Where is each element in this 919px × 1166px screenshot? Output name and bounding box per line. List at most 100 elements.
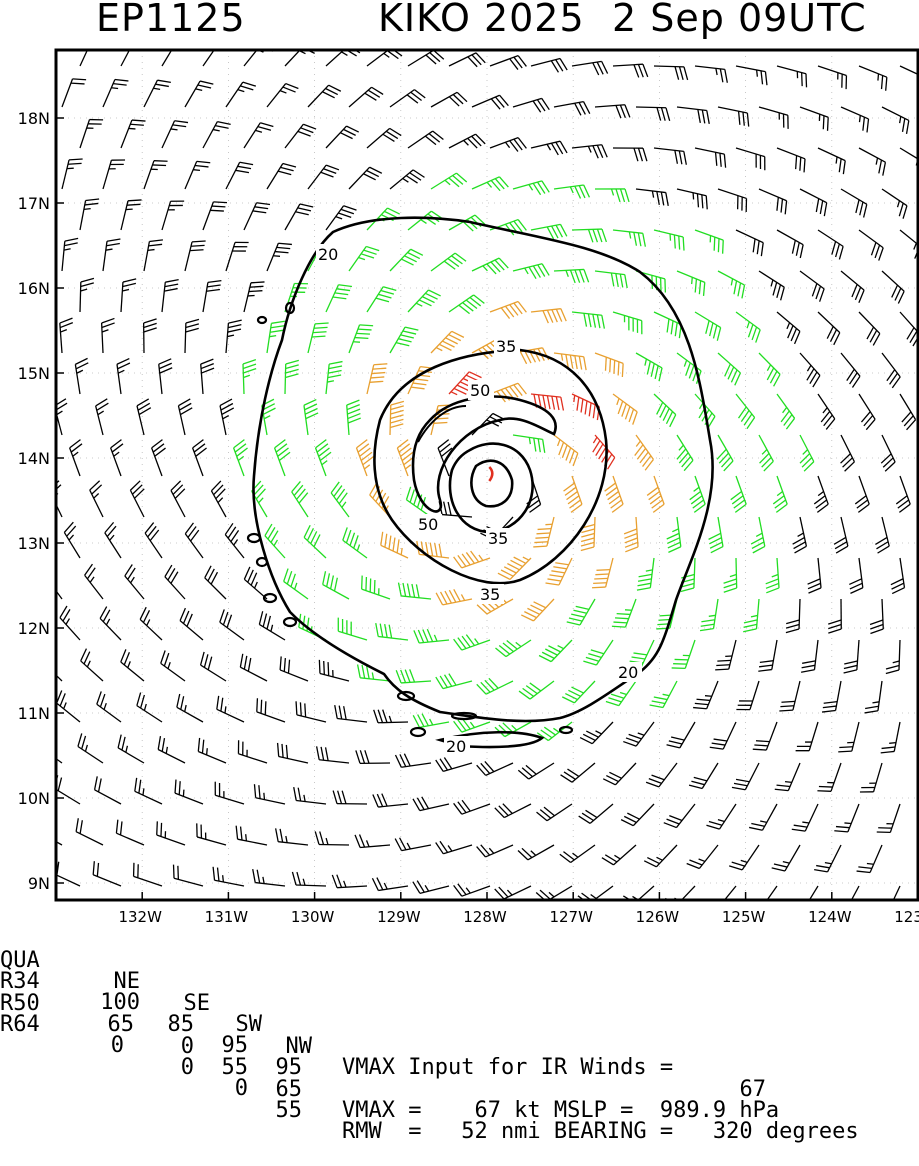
wind-barb bbox=[613, 312, 642, 334]
wind-barb bbox=[709, 517, 723, 553]
wind-barb bbox=[636, 107, 670, 121]
wind-barb bbox=[244, 123, 273, 148]
wind-barb bbox=[76, 818, 103, 845]
wind-barb bbox=[217, 696, 244, 722]
wind-barb bbox=[758, 640, 777, 671]
wind-barb bbox=[695, 66, 727, 83]
wind-barb bbox=[413, 881, 449, 894]
wind-barb bbox=[347, 400, 361, 435]
wind-barb bbox=[125, 565, 144, 599]
wind-barb bbox=[644, 845, 677, 867]
wind-barb bbox=[834, 804, 859, 832]
wind-barb bbox=[595, 105, 630, 118]
wind-barb bbox=[390, 327, 418, 353]
wind-barb bbox=[171, 481, 185, 517]
wind-barb bbox=[308, 323, 329, 353]
table-header-row: QUA NE SE SW NW VMAX Input for IR Winds … bbox=[0, 928, 53, 950]
wind-barb bbox=[373, 794, 408, 807]
wind-barb bbox=[490, 56, 526, 70]
wind-barb bbox=[97, 691, 121, 722]
wind-barb bbox=[777, 66, 807, 87]
wind-barb bbox=[777, 230, 803, 258]
wind-barb bbox=[358, 664, 390, 681]
wind-barb bbox=[554, 185, 589, 199]
wind-barb bbox=[93, 861, 121, 886]
wind-barb bbox=[777, 148, 805, 172]
wind-barb bbox=[201, 652, 226, 681]
wind-barb bbox=[881, 722, 900, 753]
r50-nw: 65 bbox=[258, 1079, 302, 1101]
wind-field-map: 20 20 20 35 35 35 50 50 9N10N11N12N13N14… bbox=[0, 0, 919, 930]
wind-barb bbox=[818, 230, 843, 259]
wind-barb bbox=[882, 353, 900, 388]
wind-barb bbox=[579, 804, 613, 823]
wind-barb bbox=[736, 148, 765, 170]
wind-barb bbox=[900, 66, 919, 92]
wind-barb bbox=[185, 319, 199, 353]
r34-sw: 95 bbox=[204, 1035, 248, 1057]
wind-barb bbox=[408, 211, 443, 230]
contour-label-20: 20 bbox=[618, 663, 638, 682]
wind-barb bbox=[718, 353, 740, 385]
wind-barb bbox=[554, 102, 590, 116]
wind-barb bbox=[849, 558, 863, 593]
wind-barb bbox=[162, 201, 184, 230]
wind-barb bbox=[472, 177, 508, 191]
wind-barb bbox=[414, 629, 449, 643]
vmax-input-value: 67 bbox=[700, 1079, 766, 1101]
wind-barb bbox=[105, 522, 121, 558]
wind-barb bbox=[349, 325, 373, 353]
wind-barb bbox=[257, 698, 285, 722]
wind-barb bbox=[667, 722, 695, 748]
r34-se: 85 bbox=[150, 1014, 194, 1036]
wind-barb bbox=[700, 599, 718, 631]
wind-barb bbox=[900, 148, 919, 177]
wind-barb bbox=[333, 791, 367, 804]
wind-barb bbox=[572, 229, 606, 242]
wind-barb bbox=[531, 394, 563, 411]
lat-label: 16N bbox=[18, 279, 50, 298]
wind-barb bbox=[349, 167, 382, 189]
wind-barb bbox=[772, 845, 800, 871]
wind-barb bbox=[677, 435, 693, 471]
wind-barb bbox=[531, 58, 567, 72]
wind-barb bbox=[408, 50, 444, 66]
wind-barb bbox=[304, 525, 326, 558]
wind-barb bbox=[677, 189, 707, 209]
wind-barb bbox=[672, 640, 695, 668]
wind-barb bbox=[145, 523, 162, 558]
wind-barb bbox=[395, 838, 431, 851]
wind-barb bbox=[736, 394, 755, 429]
r64-nw: 55 bbox=[258, 1100, 302, 1122]
wind-barb bbox=[800, 107, 828, 131]
lat-label: 12N bbox=[18, 619, 50, 638]
wind-barb bbox=[343, 527, 367, 558]
wind-barb bbox=[178, 399, 192, 435]
wind-barb bbox=[736, 66, 767, 85]
contour-label-35: 35 bbox=[496, 337, 516, 356]
wind-barb bbox=[900, 230, 919, 262]
wind-barb bbox=[603, 763, 636, 785]
wind-barb bbox=[472, 95, 508, 109]
contour-20 bbox=[253, 218, 712, 721]
wind-barb bbox=[276, 828, 308, 845]
wind-barb bbox=[595, 353, 623, 377]
wind-barb bbox=[121, 279, 136, 312]
wind-barb bbox=[362, 576, 390, 599]
wind-barb bbox=[215, 782, 244, 804]
wind-barb bbox=[225, 523, 244, 558]
r64-sw: 0 bbox=[204, 1078, 248, 1100]
wind-barb bbox=[583, 640, 613, 665]
wind-barb bbox=[859, 394, 875, 430]
wind-barb bbox=[623, 722, 654, 746]
wind-barb bbox=[841, 435, 855, 471]
lat-label: 15N bbox=[18, 364, 50, 383]
wind-barb bbox=[779, 681, 800, 711]
wind-barb bbox=[747, 886, 777, 911]
wind-barb bbox=[390, 90, 425, 107]
wind-barb bbox=[800, 189, 827, 216]
wind-barb bbox=[44, 564, 62, 599]
storm-center-marker bbox=[489, 467, 492, 481]
lat-label: 18N bbox=[18, 109, 50, 128]
wind-barb bbox=[677, 107, 709, 124]
